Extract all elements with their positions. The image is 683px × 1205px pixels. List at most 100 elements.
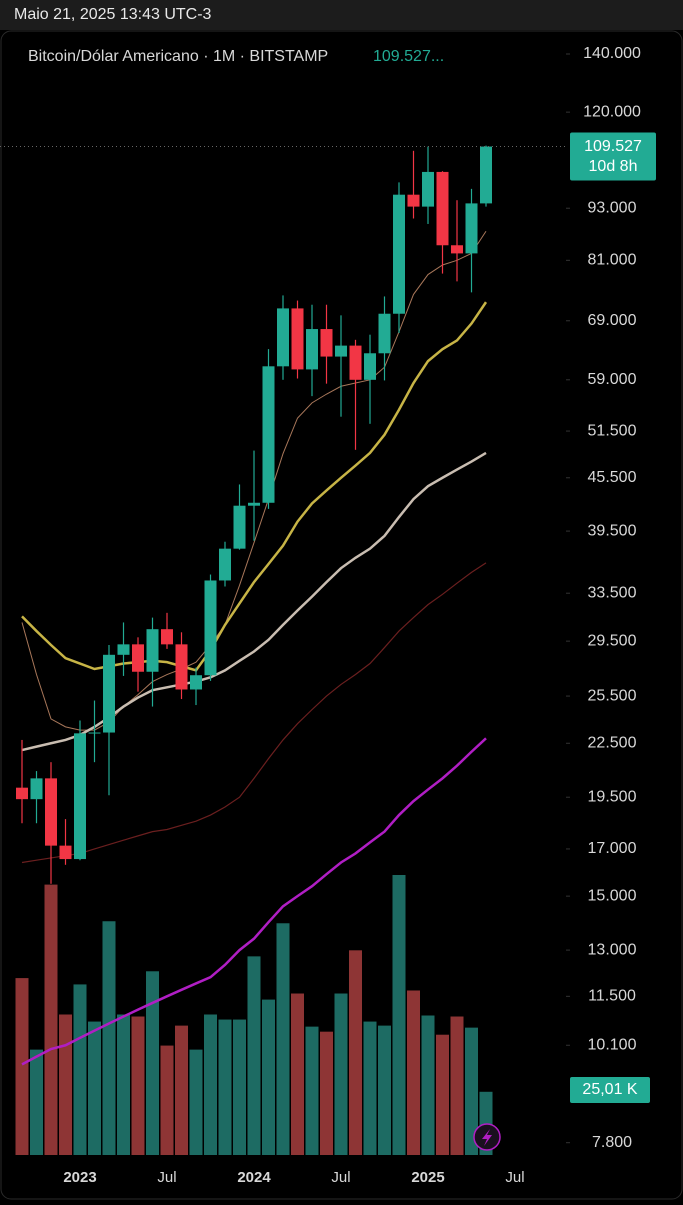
candle-body	[306, 329, 318, 370]
y-tick-label: 13.000	[588, 941, 637, 958]
candle-body	[16, 787, 28, 800]
candle-body	[393, 194, 405, 314]
x-tick-label: Jul	[505, 1169, 524, 1186]
candle-body	[320, 329, 333, 357]
price-tag-value: 109.527	[584, 138, 642, 155]
volume-bar	[160, 1045, 174, 1155]
candle-body	[190, 675, 202, 690]
y-tick-label: 45.500	[588, 469, 637, 486]
lightning-glyph	[482, 1129, 492, 1146]
x-tick-label: Jul	[331, 1169, 350, 1186]
volume-bar	[291, 993, 304, 1155]
candle-body	[248, 502, 260, 506]
y-tick-label: 22.500	[588, 734, 637, 751]
candle-body	[364, 353, 376, 380]
status-bar	[0, 0, 683, 30]
y-tick-label: 10.100	[588, 1036, 637, 1053]
chart-title: Bitcoin/Dólar Americano · 1M · BITSTAMP	[28, 48, 328, 65]
candle-body	[465, 203, 478, 254]
candle-body	[262, 366, 275, 503]
moving-average	[21, 737, 487, 1066]
candle-body	[335, 345, 347, 357]
y-tick-label: 25.500	[588, 687, 637, 704]
candle-body	[88, 732, 101, 734]
candle-body	[74, 733, 86, 860]
x-tick-label: Jul	[157, 1169, 176, 1186]
volume-bar	[204, 1014, 217, 1155]
volume-bar	[392, 875, 406, 1155]
candle-body	[219, 548, 231, 581]
moving-average	[21, 301, 488, 672]
candle-body	[30, 778, 43, 800]
y-tick-label: 7.800	[592, 1134, 632, 1151]
candle-body	[45, 778, 57, 846]
x-tick-label: 2025	[411, 1169, 444, 1186]
volume-bar	[349, 950, 362, 1155]
status-time: Maio 21, 2025 13:43 UTC-3	[14, 6, 212, 23]
volume-bar	[218, 1019, 232, 1155]
volume-bar	[320, 1031, 333, 1155]
candle-body	[117, 644, 130, 655]
candle-body	[291, 308, 304, 370]
y-tick-label: 15.000	[588, 887, 637, 904]
y-tick-label: 11.500	[588, 988, 636, 1005]
volume-tag	[570, 1077, 650, 1103]
y-tick-label: 140.000	[583, 45, 641, 62]
volume-bar	[436, 1034, 449, 1155]
header-price: 109.527...	[373, 48, 444, 65]
price-tag	[570, 132, 656, 181]
volume-bar	[262, 999, 275, 1155]
candle-body	[132, 644, 144, 672]
candle-body	[277, 308, 289, 367]
volume-bar	[102, 921, 116, 1155]
candle-body	[161, 629, 173, 645]
y-tick-label: 69.000	[588, 312, 637, 329]
volume-bar	[59, 1014, 72, 1155]
candle-body	[204, 580, 217, 676]
volume-bar	[247, 956, 261, 1155]
y-tick-label: 81.000	[588, 252, 637, 269]
moving-average	[21, 451, 487, 752]
candle-body	[451, 245, 463, 254]
candle-body	[480, 146, 492, 204]
chart-frame	[0, 30, 683, 1200]
y-tick-label: 29.500	[588, 632, 637, 649]
candle-body	[349, 345, 362, 380]
candle-body	[59, 845, 72, 860]
y-tick-label: 51.500	[588, 422, 637, 439]
y-tick-label: 39.500	[588, 522, 637, 539]
y-tick-label: 17.000	[588, 840, 637, 857]
y-tick-label: 120.000	[583, 103, 641, 120]
volume-bar	[117, 1014, 130, 1155]
volume-tag-label: 25,01 K	[582, 1081, 637, 1098]
y-tick-label: 19.500	[588, 788, 637, 805]
candle-body	[103, 654, 115, 733]
volume-bar	[44, 884, 58, 1155]
volume-bar	[233, 1019, 246, 1155]
volume-bar	[88, 1021, 101, 1155]
candle-body	[175, 644, 188, 690]
volume-bar	[189, 1049, 203, 1155]
candle-body	[233, 505, 246, 549]
volume-bar	[378, 1025, 391, 1155]
volume-bar	[421, 1015, 435, 1155]
price-tag-countdown: 10d 8h	[589, 158, 638, 175]
volume-bar	[15, 978, 29, 1155]
moving-average	[21, 230, 487, 731]
volume-bar	[276, 923, 290, 1155]
moving-average	[21, 562, 487, 864]
volume-bar	[73, 984, 87, 1155]
volume-bar	[363, 1021, 377, 1155]
candle-body	[378, 313, 391, 354]
volume-bar	[175, 1025, 188, 1155]
x-tick-label: 2024	[237, 1169, 271, 1186]
y-tick-label: 33.500	[588, 584, 637, 601]
y-tick-label: 59.000	[588, 371, 637, 388]
volume-bar	[30, 1049, 43, 1155]
y-tick-label: 93.000	[588, 199, 637, 216]
volume-bar	[334, 993, 348, 1155]
candle-body	[407, 194, 420, 207]
x-tick-label: 2023	[63, 1169, 96, 1186]
